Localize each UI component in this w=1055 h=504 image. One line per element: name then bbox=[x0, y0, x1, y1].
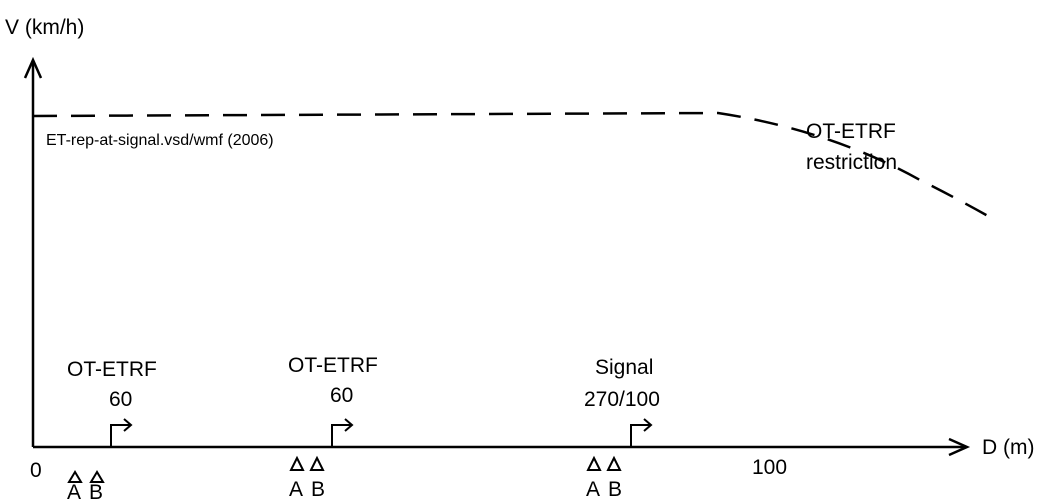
balise-b-icon bbox=[89, 470, 105, 483]
balise-label-b: B bbox=[89, 481, 104, 504]
y-axis-arrowhead bbox=[23, 56, 43, 79]
marker-value: 60 bbox=[109, 388, 133, 411]
marker-value: 270/100 bbox=[584, 388, 660, 411]
marker-title: OT-ETRF bbox=[288, 354, 378, 377]
balise-label-b: B bbox=[608, 478, 623, 501]
marker-arrow-icon bbox=[110, 424, 130, 447]
balise-label-a: A bbox=[67, 481, 82, 504]
balise-a-icon bbox=[586, 455, 602, 471]
balise-label-b: B bbox=[311, 478, 326, 501]
figure-caption: ET-rep-at-signal.vsd/wmf (2006) bbox=[46, 132, 274, 149]
speed-profile-curve bbox=[32, 111, 996, 222]
marker-title: Signal bbox=[595, 356, 654, 379]
x-axis-label: D (m) bbox=[982, 436, 1035, 459]
origin-label: 0 bbox=[30, 459, 42, 482]
marker-arrow-icon bbox=[331, 424, 351, 447]
balise-b-icon bbox=[309, 455, 325, 471]
marker-arrowhead-icon bbox=[643, 418, 653, 432]
x-axis-arrowhead bbox=[948, 437, 971, 457]
marker-title: OT-ETRF bbox=[67, 358, 157, 381]
balise-b-icon bbox=[606, 455, 622, 471]
marker-value: 60 bbox=[330, 384, 354, 407]
y-axis-label: V (km/h) bbox=[5, 16, 85, 39]
balise-a-icon bbox=[289, 455, 305, 471]
x-tick-label: 100 bbox=[752, 456, 788, 479]
marker-arrowhead-icon bbox=[344, 418, 354, 432]
balise-label-a: A bbox=[289, 478, 304, 501]
curve-label-line2: restriction bbox=[806, 151, 898, 174]
marker-arrowhead-icon bbox=[123, 418, 133, 432]
balise-a-icon bbox=[67, 470, 83, 483]
balise-label-a: A bbox=[586, 478, 601, 501]
curve-label-line1: OT-ETRF bbox=[806, 120, 896, 143]
marker-arrow-icon bbox=[630, 424, 650, 447]
